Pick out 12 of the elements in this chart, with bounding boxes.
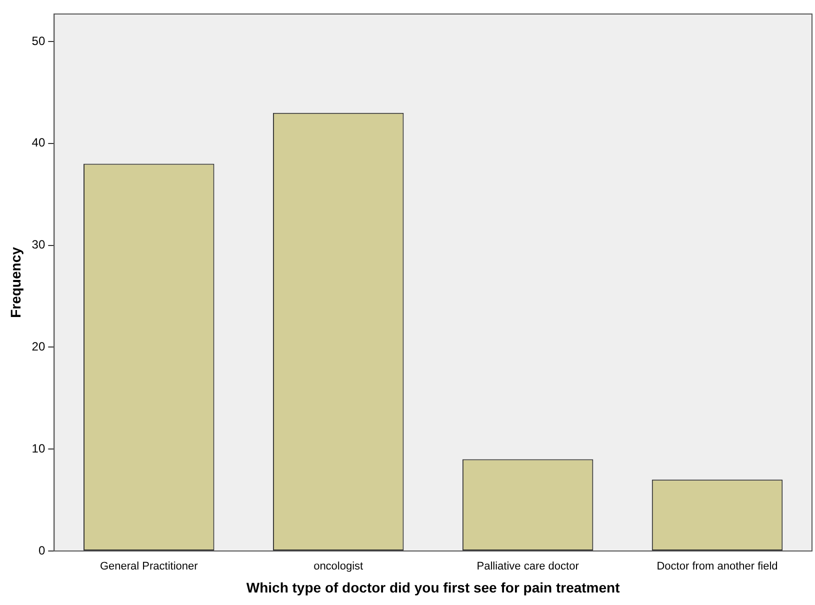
y-tick-label: 0 [38,543,46,558]
x-tick-label: Doctor from another field [656,560,778,573]
y-axis-title: Frequency [7,246,24,318]
y-tick-label: 20 [32,340,46,354]
y-tick-label: 10 [32,441,46,456]
y-tick-label: 30 [32,238,46,252]
x-axis-title: Which type of doctor did you first see for pain treatment [246,579,620,596]
y-tick-label: 40 [32,136,46,150]
x-tick-label: General Practitioner [100,560,198,573]
x-tick-label: oncologist [314,560,364,573]
y-tick-label: 50 [32,34,46,48]
x-tick-label: Palliative care doctor [476,560,580,573]
